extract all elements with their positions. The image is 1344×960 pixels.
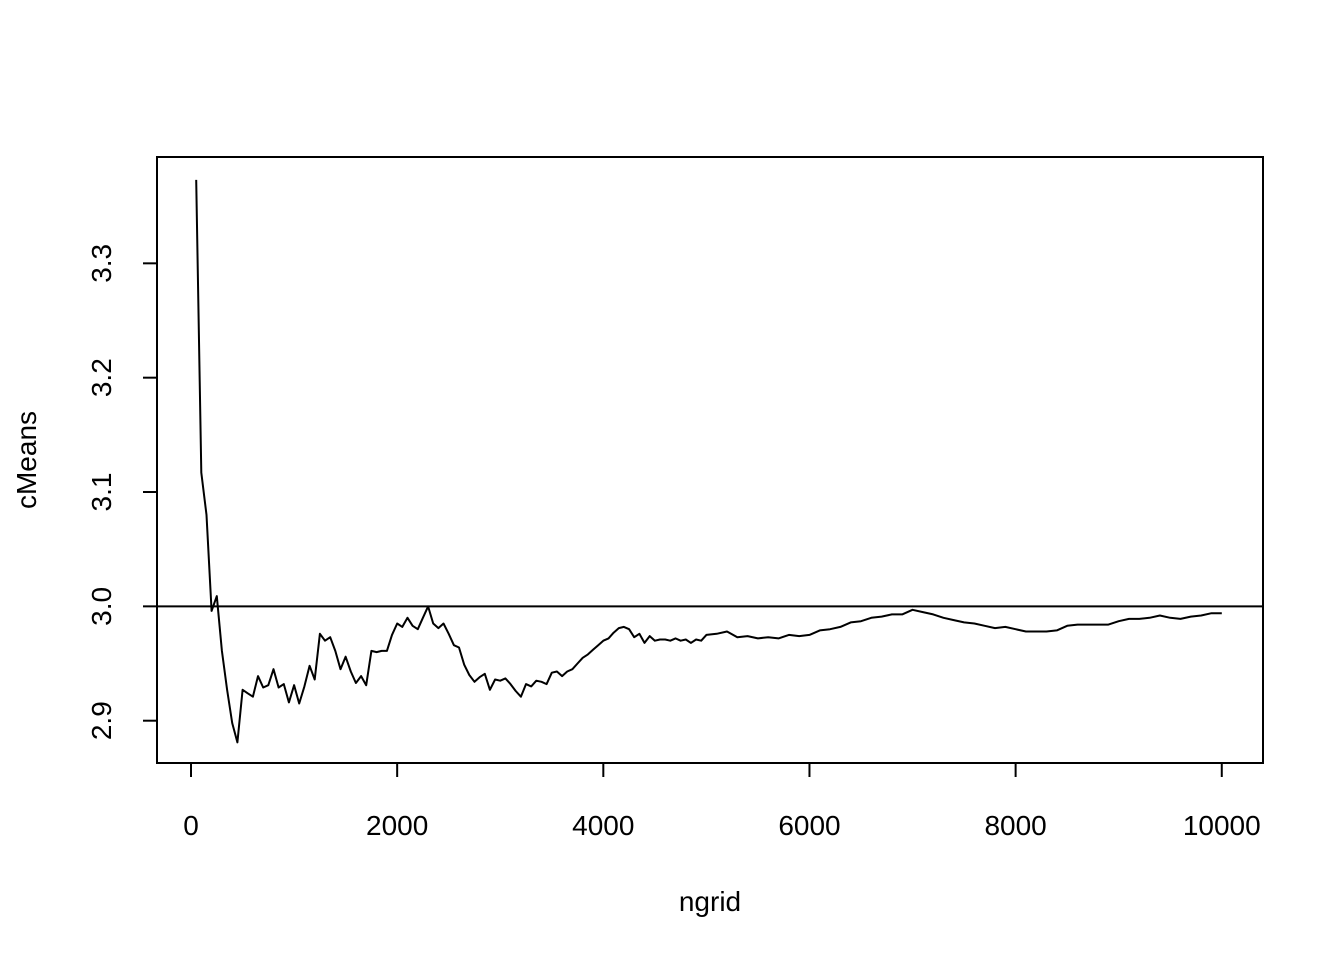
series-line <box>195 179 1222 744</box>
x-tick-label: 0 <box>183 810 199 841</box>
y-tick-label: 3.1 <box>86 473 117 512</box>
x-axis-title: ngrid <box>679 886 741 917</box>
x-tick-label: 8000 <box>984 810 1046 841</box>
x-tick-label: 10000 <box>1183 810 1261 841</box>
x-tick-label: 2000 <box>366 810 428 841</box>
x-tick-label: 4000 <box>572 810 634 841</box>
plot-frame <box>156 156 1264 764</box>
x-tick-label: 6000 <box>778 810 840 841</box>
y-tick-label: 2.9 <box>86 701 117 740</box>
x-axis: 0 2000 4000 6000 8000 10000 <box>183 763 1261 841</box>
y-axis-title: cMeans <box>11 411 42 509</box>
y-tick-label: 3.3 <box>86 244 117 283</box>
y-tick-label: 3.2 <box>86 358 117 397</box>
y-tick-label: 3.0 <box>86 587 117 626</box>
y-axis: 2.9 3.0 3.1 3.2 3.3 <box>86 244 157 740</box>
